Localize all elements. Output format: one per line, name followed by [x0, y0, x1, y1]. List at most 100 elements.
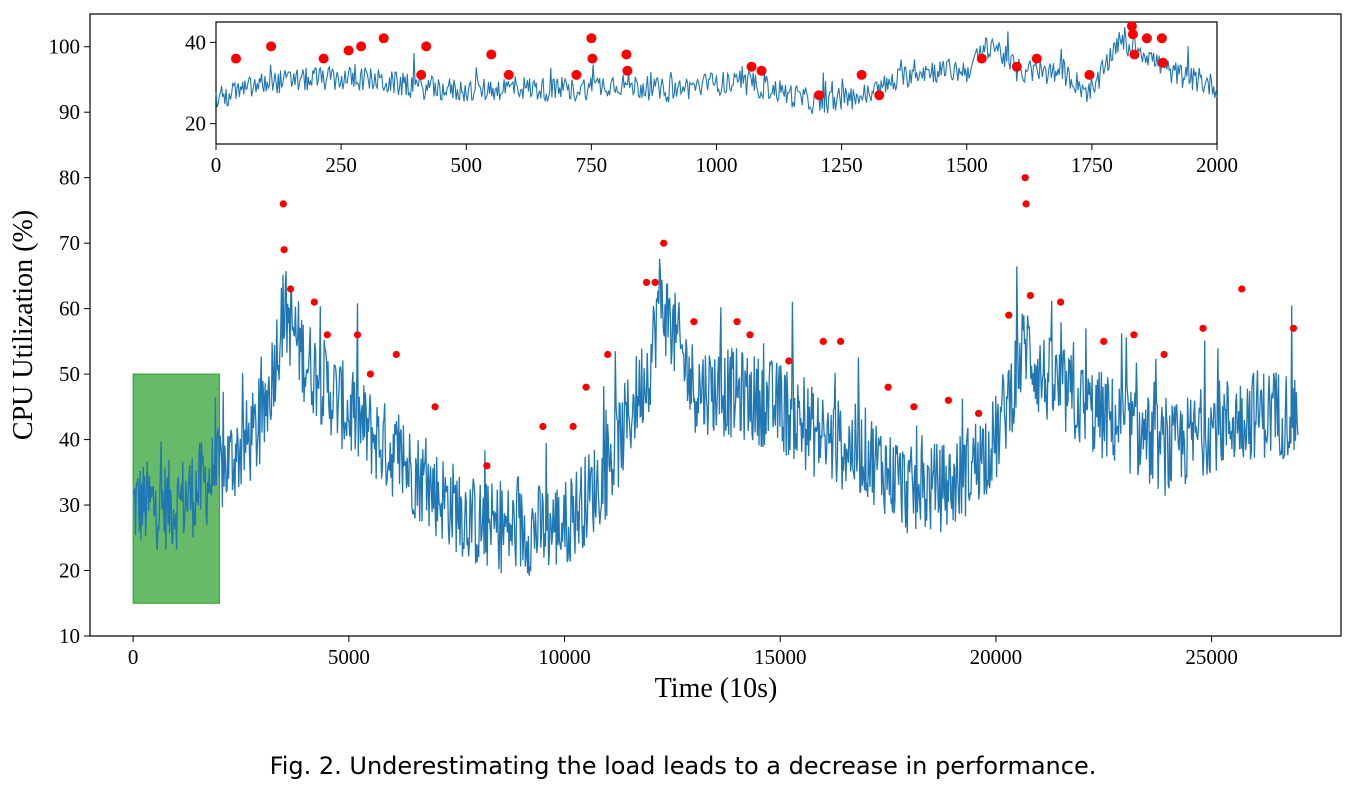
x-tick-label: 2000	[1196, 153, 1238, 177]
peak-point	[587, 53, 598, 64]
y-tick-label: 50	[59, 362, 80, 386]
peak-point	[287, 285, 295, 293]
peak-point	[366, 370, 374, 378]
x-tick-label: 15000	[754, 645, 807, 669]
peak-point	[785, 357, 793, 365]
x-tick-label: 5000	[328, 645, 370, 669]
y-tick-label: 70	[59, 231, 80, 255]
x-tick-label: 20000	[970, 645, 1023, 669]
peak-point	[976, 53, 987, 64]
peak-point	[814, 90, 825, 101]
peak-point	[1011, 61, 1022, 72]
peak-point	[604, 350, 612, 359]
y-tick-label: 10	[59, 624, 80, 648]
peak-point	[486, 49, 497, 60]
y-tick-label: 40	[59, 428, 80, 452]
x-tick-label: 1500	[946, 153, 988, 177]
figure-caption: Fig. 2. Underestimating the load leads t…	[269, 752, 1097, 780]
peak-point	[416, 69, 427, 80]
peak-point	[837, 337, 845, 345]
peak-point	[733, 318, 741, 326]
peak-point	[746, 61, 757, 72]
peak-point	[746, 331, 754, 339]
main-y-axis: 10 20 30 40 50 60 70 80 90 100	[49, 35, 90, 648]
inset-peaks-group	[231, 21, 1168, 101]
peak-point	[571, 69, 582, 80]
peak-point	[343, 45, 354, 56]
x-tick-label: 1750	[1071, 153, 1113, 177]
x-tick-label: 10000	[538, 645, 591, 669]
series-line	[215, 27, 1218, 115]
peak-point	[944, 396, 953, 404]
peak-point	[310, 298, 318, 306]
y-tick-label: 100	[49, 35, 81, 59]
y-tick-label: 60	[59, 297, 80, 321]
peak-point	[1005, 311, 1013, 319]
peak-point	[660, 239, 668, 247]
peak-point	[1156, 33, 1167, 44]
main-peaks-group	[279, 174, 1298, 470]
x-tick-label: 250	[325, 153, 357, 177]
main-series-group	[132, 258, 1299, 576]
peak-point	[622, 65, 633, 76]
peak-point	[483, 462, 491, 470]
peak-point	[910, 403, 918, 411]
peak-point	[1141, 33, 1152, 44]
peak-point	[280, 246, 288, 254]
peak-point	[1021, 174, 1029, 182]
peak-point	[1084, 69, 1095, 80]
x-tick-label: 0	[128, 645, 139, 669]
peak-point	[884, 383, 892, 391]
series-line	[132, 258, 1299, 576]
peak-point	[975, 409, 983, 417]
inset-x-axis: 0 250 500 750 1000 1250 1500 1750 2000	[211, 144, 1238, 177]
y-axis-label: CPU Utilization (%)	[8, 210, 39, 440]
peak-point	[353, 331, 362, 339]
peak-point	[1129, 49, 1140, 60]
peak-point	[378, 33, 389, 44]
y-tick-label: 40	[185, 30, 206, 54]
peak-point	[1238, 285, 1246, 293]
x-tick-label: 500	[451, 153, 483, 177]
peak-point	[323, 331, 331, 339]
peak-point	[1031, 53, 1042, 64]
peak-point	[1022, 200, 1030, 208]
peak-point	[503, 69, 514, 80]
peak-point	[421, 41, 432, 52]
peak-point	[621, 49, 632, 60]
peak-point	[266, 41, 277, 52]
x-tick-label: 25000	[1185, 645, 1238, 669]
x-tick-label: 750	[576, 153, 608, 177]
peak-point	[539, 422, 547, 431]
peak-point	[231, 53, 241, 64]
peak-point	[279, 200, 287, 208]
main-x-axis: 0 5000 10000 15000 20000 25000	[128, 636, 1238, 669]
peak-point	[1289, 324, 1298, 332]
peak-point	[642, 278, 651, 286]
peak-point	[431, 403, 439, 411]
peak-point	[1026, 291, 1034, 300]
peak-point	[586, 33, 597, 44]
x-axis-label: Time (10s)	[655, 673, 778, 704]
peak-point	[1199, 324, 1207, 332]
x-tick-label: 1000	[696, 153, 738, 177]
peak-point	[819, 337, 827, 345]
peak-point	[651, 278, 659, 286]
peak-point	[1127, 29, 1138, 40]
peak-point	[856, 69, 867, 80]
peak-point	[1057, 298, 1065, 306]
peak-point	[1160, 350, 1168, 359]
x-tick-label: 1250	[821, 153, 863, 177]
y-tick-label: 20	[185, 112, 206, 136]
peak-point	[582, 383, 590, 391]
peak-point	[392, 350, 400, 359]
peak-point	[690, 318, 698, 326]
peak-point	[356, 41, 367, 52]
y-tick-label: 20	[59, 559, 80, 583]
peak-point	[318, 53, 329, 64]
peak-point	[874, 90, 885, 101]
peak-point	[569, 422, 577, 431]
